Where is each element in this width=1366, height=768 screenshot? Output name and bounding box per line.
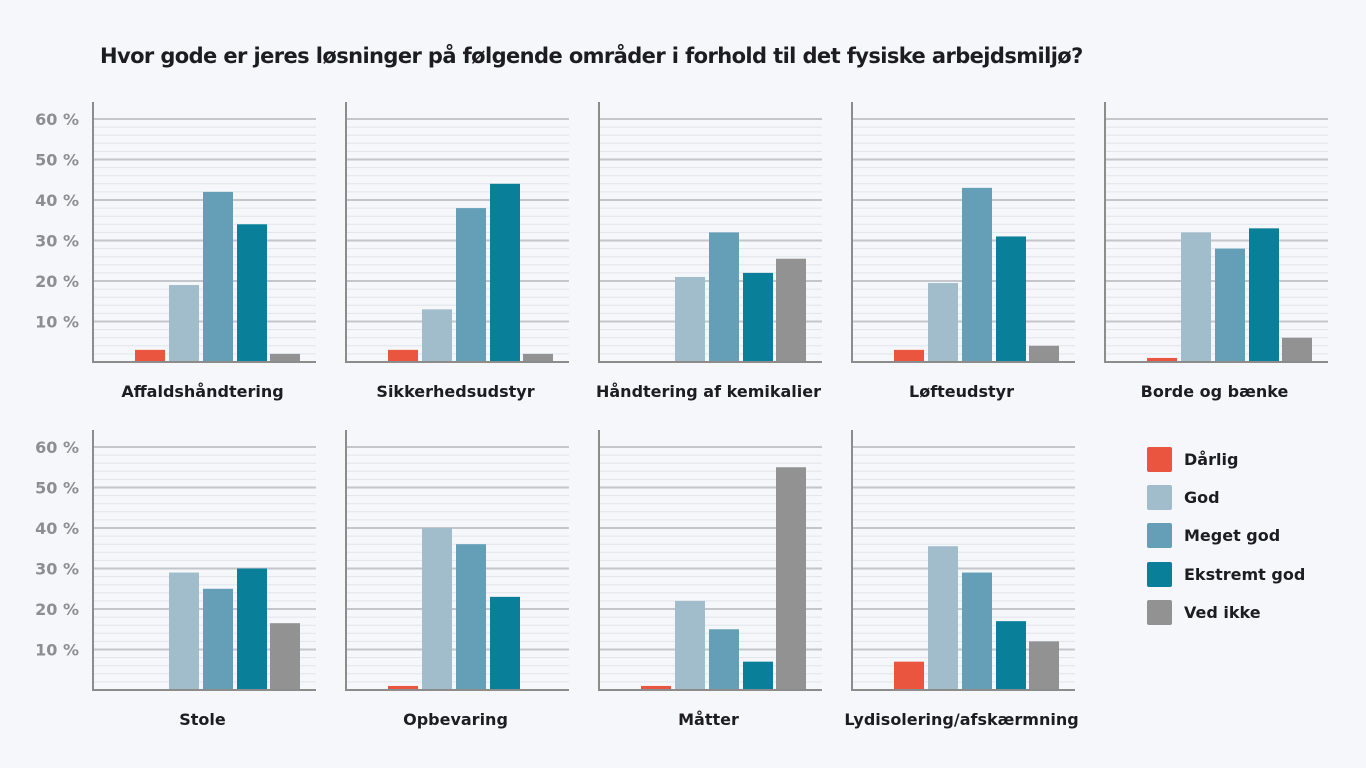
chart-panel: Løfteudstyr — [851, 102, 1075, 401]
y-tick-label: 60 % — [35, 438, 79, 457]
chart-panel: Håndtering af kemikalier — [596, 102, 822, 401]
legend-label: Meget god — [1184, 526, 1280, 545]
bar — [928, 283, 958, 362]
bar — [388, 349, 418, 362]
bar — [894, 661, 924, 690]
bar — [641, 685, 671, 690]
legend-label: Ekstremt god — [1184, 565, 1305, 584]
bar — [1147, 357, 1177, 362]
category-label: Affaldshåndtering — [121, 382, 283, 401]
chart-panel: Lydisolering/afskærmning — [844, 430, 1079, 729]
bar — [523, 353, 553, 362]
y-tick-label: 20 % — [35, 272, 79, 291]
legend-swatch — [1147, 485, 1172, 510]
bar — [135, 349, 165, 362]
bar — [422, 309, 452, 362]
legend-swatch — [1147, 600, 1172, 625]
bar — [675, 600, 705, 690]
legend-swatch — [1147, 562, 1172, 587]
bar — [996, 621, 1026, 690]
bar — [490, 596, 520, 690]
bar — [169, 285, 199, 362]
category-label: Løfteudstyr — [909, 382, 1014, 401]
bar — [675, 276, 705, 362]
legend-label: Ved ikke — [1184, 603, 1261, 622]
bar — [1029, 345, 1059, 362]
category-label: Borde og bænke — [1141, 382, 1289, 401]
bar — [928, 546, 958, 690]
legend-label: Dårlig — [1184, 450, 1238, 469]
bar — [388, 685, 418, 690]
y-tick-label: 30 % — [35, 560, 79, 579]
bar — [237, 568, 267, 690]
bar — [962, 187, 992, 362]
y-tick-label: 30 % — [35, 232, 79, 251]
chart-panel: 10 % 20 % 30 % 40 % 50 % 60 % Stole — [35, 430, 316, 729]
bar — [422, 528, 452, 690]
category-label: Opbevaring — [403, 710, 508, 729]
y-tick-label: 60 % — [35, 110, 79, 129]
category-label: Måtter — [678, 710, 739, 729]
legend-label: God — [1184, 488, 1220, 507]
y-tick-label: 50 % — [35, 151, 79, 170]
bar — [743, 661, 773, 690]
bar — [1029, 641, 1059, 690]
bar — [743, 272, 773, 362]
bar — [894, 349, 924, 362]
bar — [776, 258, 806, 362]
y-tick-label: 10 % — [35, 313, 79, 332]
chart-panel: Borde og bænke — [1104, 102, 1328, 401]
bar — [1282, 337, 1312, 362]
y-tick-label: 10 % — [35, 641, 79, 660]
bar — [237, 224, 267, 362]
bar — [270, 353, 300, 362]
bar — [962, 572, 992, 690]
bar — [1249, 228, 1279, 362]
chart-panel: Måtter — [598, 430, 822, 729]
y-tick-label: 40 % — [35, 191, 79, 210]
bar — [456, 544, 486, 690]
chart-title: Hvor gode er jeres løsninger på følgende… — [100, 44, 1083, 68]
bar — [709, 232, 739, 362]
bar — [456, 208, 486, 362]
legend-swatch — [1147, 523, 1172, 548]
bar — [490, 183, 520, 362]
chart-panel: 10 % 20 % 30 % 40 % 50 % 60 % Affaldshåndterin… — [35, 102, 316, 401]
category-label: Håndtering af kemikalier — [596, 382, 821, 401]
bar — [996, 236, 1026, 362]
category-label: Lydisolering/afskærmning — [844, 710, 1078, 729]
category-label: Sikkerhedsudstyr — [376, 382, 534, 401]
bar — [776, 467, 806, 690]
chart-panel: Opbevaring — [345, 430, 569, 729]
bar — [203, 191, 233, 362]
bar — [270, 623, 300, 690]
bar — [709, 629, 739, 690]
y-tick-label: 20 % — [35, 600, 79, 619]
bar — [169, 572, 199, 690]
chart-panel: Sikkerhedsudstyr — [345, 102, 569, 401]
category-label: Stole — [179, 710, 226, 729]
bar — [203, 588, 233, 690]
y-tick-label: 50 % — [35, 479, 79, 498]
bar — [1215, 248, 1245, 362]
bar — [1181, 232, 1211, 362]
legend-swatch — [1147, 447, 1172, 472]
y-tick-label: 40 % — [35, 519, 79, 538]
legend: Dårlig God Meget god Ekstremt god Ved ikke — [1147, 447, 1305, 625]
